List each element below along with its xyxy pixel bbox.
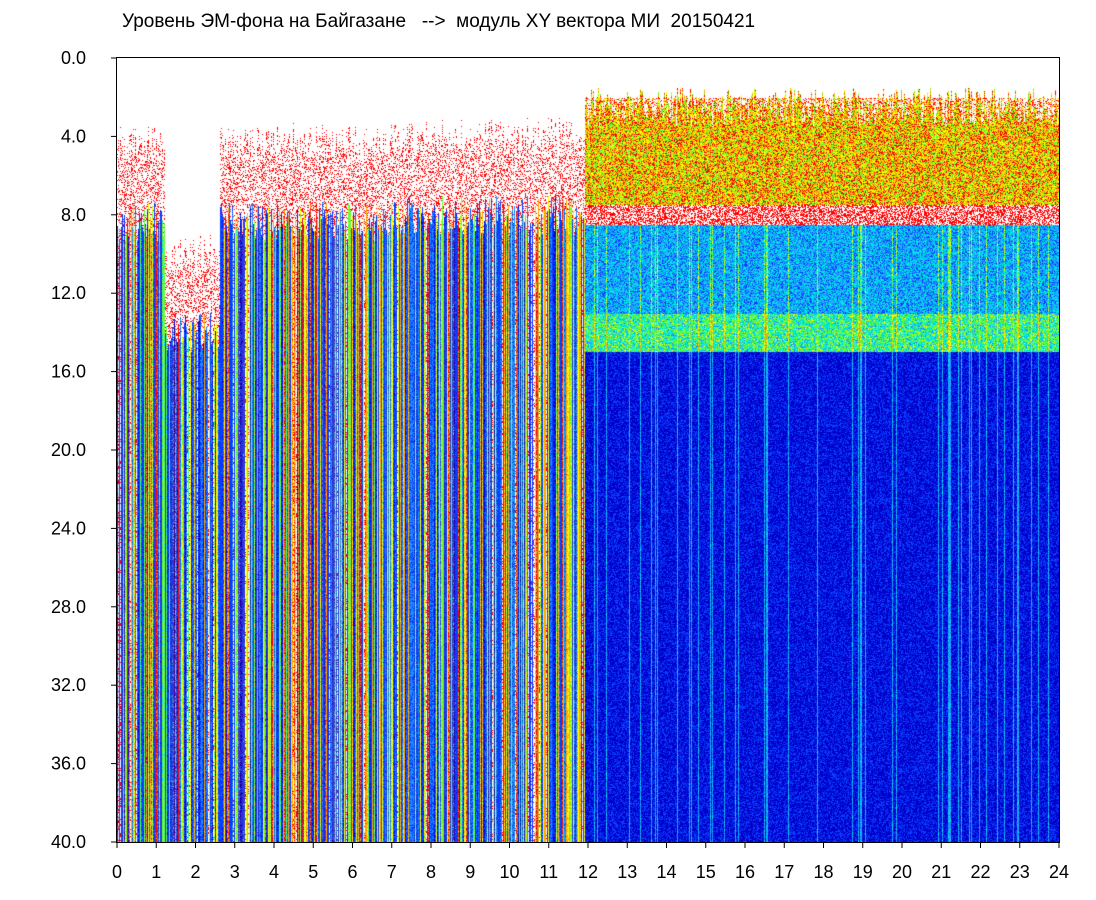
y-tick-label: 0.0 [61,48,86,68]
y-tick-label: 32.0 [51,675,86,695]
x-tick-label: 2 [190,862,200,882]
x-tick-label: 9 [465,862,475,882]
x-tick-label: 23 [1010,862,1030,882]
y-tick-label: 36.0 [51,754,86,774]
x-tick-label: 22 [970,862,990,882]
chart-title: Уровень ЭМ-фона на Байгазане --> модуль … [122,11,756,32]
y-tick-label: 28.0 [51,597,86,617]
x-tick-label: 14 [656,862,676,882]
y-tick-label: 12.0 [51,283,86,303]
x-tick-label: 24 [1049,862,1069,882]
x-tick-label: 0 [112,862,122,882]
y-tick-label: 40.0 [51,832,86,852]
spectrogram-heatmap [117,58,1059,842]
x-tick-label: 3 [230,862,240,882]
x-tick-label: 1 [151,862,161,882]
x-tick-label: 13 [617,862,637,882]
x-tick-label: 21 [931,862,951,882]
x-tick-label: 19 [853,862,873,882]
x-tick-label: 7 [387,862,397,882]
x-tick-label: 10 [499,862,519,882]
y-tick-label: 8.0 [61,205,86,225]
x-tick-label: 16 [735,862,755,882]
x-tick-label: 11 [539,862,558,882]
plot-area [116,57,1060,843]
x-tick-label: 20 [892,862,912,882]
y-tick-label: 24.0 [51,518,86,538]
y-tick-label: 4.0 [61,126,86,146]
x-axis: 0 1 2 3 4 5 6 7 8 9 10 11 12 13 14 15 16 17 18 19 20 21 22 23 24 [112,842,1069,882]
x-tick-label: 8 [426,862,436,882]
x-tick-label: 15 [696,862,716,882]
y-axis: 0.0 4.0 8.0 12.0 16.0 20.0 24.0 28.0 32.0 36.0 40.… [51,48,117,852]
x-tick-label: 12 [578,862,598,882]
x-tick-label: 4 [269,862,279,882]
y-tick-label: 20.0 [51,440,86,460]
x-tick-label: 17 [774,862,794,882]
x-tick-label: 6 [347,862,357,882]
x-tick-label: 5 [308,862,318,882]
x-tick-label: 18 [813,862,833,882]
y-tick-label: 16.0 [51,362,86,382]
